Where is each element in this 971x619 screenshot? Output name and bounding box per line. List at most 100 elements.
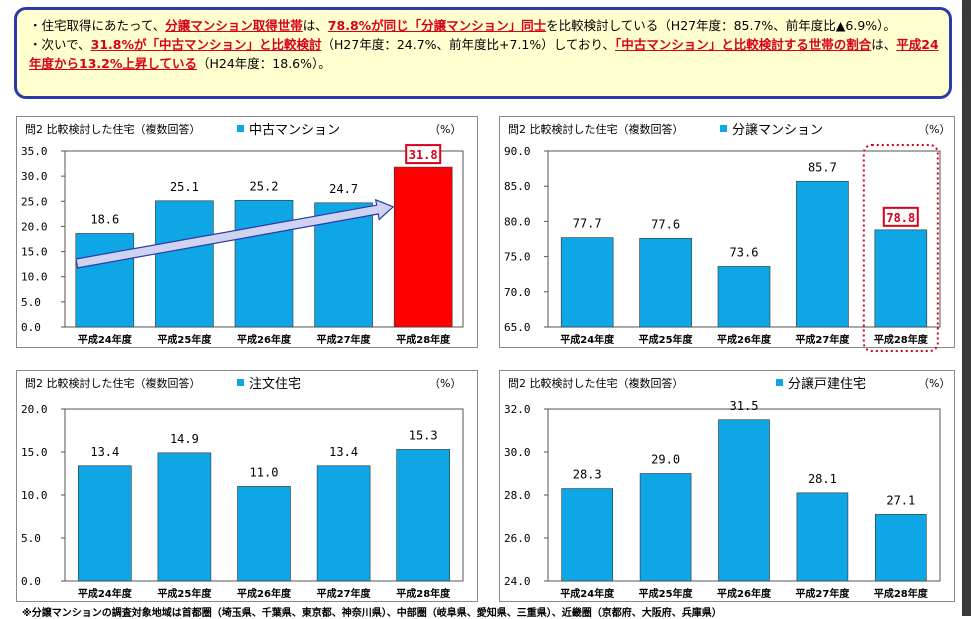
chart-panel-bunjo-kodate: 問2 比較検討した住宅（複数回答） 分譲戸建住宅 （%） 24.0 26.0 28.0 30… [499, 370, 955, 602]
bar [77, 465, 132, 582]
x-tick-label: 平成27年度 [317, 333, 372, 346]
window-edge [962, 0, 971, 616]
data-label: 31.5 [730, 399, 759, 413]
data-label: 31.8 [409, 148, 438, 162]
chart-title: 問2 比較検討した住宅（複数回答） [25, 122, 201, 136]
chart-panel-bunjo-mansion: 問2 比較検討した住宅（複数回答） 分譲マンション （%） 65.0 70.0 75.0 8… [499, 116, 955, 352]
data-label: 73.6 [730, 245, 759, 259]
data-label: 13.4 [90, 445, 119, 459]
x-tick-label: 平成24年度 [560, 333, 615, 346]
legend-label: 注文住宅 [249, 377, 301, 392]
y-tick-label: 5.0 [21, 296, 41, 309]
data-label: 11.0 [250, 465, 279, 479]
chart-title: 問2 比較検討した住宅（複数回答） [508, 122, 684, 136]
bar [316, 465, 371, 582]
y-tick-label: 5.0 [21, 532, 41, 545]
data-label: 25.2 [250, 179, 279, 193]
y-tick-label: 75.0 [504, 251, 531, 264]
summary-highlight: 「中古マンション」と比較検討する世帯の割合 [615, 37, 872, 52]
bar [393, 166, 453, 328]
bar-chart-chumon-jutaku: 問2 比較検討した住宅（複数回答） 注文住宅 （%） 0.0 5.0 10.0 15.0 20… [21, 376, 464, 600]
data-label: 24.7 [329, 182, 358, 196]
y-tick-label: 15.0 [21, 246, 48, 259]
y-tick-label: 80.0 [504, 215, 531, 228]
data-label: 13.4 [329, 445, 358, 459]
bar [560, 237, 614, 328]
data-label: 77.7 [573, 217, 602, 231]
x-tick-label: 平成26年度 [717, 587, 772, 600]
data-label: 28.3 [573, 468, 602, 482]
footnote: ※分譲マンションの調査対象地域は首都圏（埼玉県、千葉県、東京都、神奈川県）、中部… [22, 608, 722, 619]
chart-panel-chuko-mansion: 問2 比較検討した住宅（複数回答） 中古マンション （%） 0.0 5.0 10.0 15.… [16, 116, 478, 348]
x-tick-label: 平成24年度 [78, 333, 133, 346]
y-tick-label: 0.0 [21, 321, 41, 334]
summary-line-1: ・住宅取得にあたって、分譲マンション取得世帯は、78.8%が同じ「分譲マンション… [29, 16, 939, 35]
y-tick-label: 0.0 [21, 575, 41, 588]
legend-swatch [237, 379, 244, 386]
x-tick-label: 平成26年度 [717, 333, 772, 346]
y-tick-label: 26.0 [504, 532, 531, 545]
data-label: 15.3 [409, 428, 438, 442]
bar [75, 233, 135, 328]
x-tick-label: 平成26年度 [237, 333, 292, 346]
bar [234, 199, 294, 328]
bar [155, 200, 214, 328]
bar [639, 473, 692, 582]
bar [157, 452, 212, 582]
y-tick-label: 25.0 [21, 195, 48, 208]
y-tick-label: 20.0 [21, 403, 48, 416]
x-tick-label: 平成24年度 [560, 587, 615, 600]
legend-swatch [720, 125, 727, 132]
bar [874, 229, 928, 328]
summary-line-2: ・次いで、31.8%が「中古マンション」と比較検討（H27年度：24.7%、前年… [29, 35, 939, 73]
summary-highlight: 78.8%が同じ「分譲マンション」同士 [327, 18, 547, 33]
x-tick-label: 平成28年度 [396, 587, 451, 600]
summary-text: は、 [302, 18, 328, 33]
data-label: 78.8 [886, 211, 915, 225]
y-tick-label: 30.0 [504, 446, 531, 459]
bar [396, 449, 451, 582]
x-tick-label: 平成28年度 [874, 333, 929, 346]
unit-label: （%） [918, 377, 950, 390]
x-tick-label: 平成28年度 [396, 333, 451, 346]
y-tick-label: 10.0 [21, 489, 48, 502]
y-tick-label: 65.0 [504, 321, 531, 334]
y-tick-label: 85.0 [504, 180, 531, 193]
bar [561, 488, 614, 582]
bar [874, 514, 927, 582]
y-tick-label: 28.0 [504, 489, 531, 502]
bar [796, 180, 849, 328]
data-label: 29.0 [651, 453, 680, 467]
x-tick-label: 平成25年度 [157, 587, 212, 600]
y-tick-label: 30.0 [21, 170, 48, 183]
x-tick-label: 平成27年度 [317, 587, 372, 600]
data-label: 27.1 [886, 493, 915, 507]
bar [796, 492, 849, 582]
y-tick-label: 15.0 [21, 446, 48, 459]
summary-text: （H24年度：18.6%）。 [197, 56, 331, 71]
bar [718, 419, 770, 582]
data-label: 25.1 [170, 180, 199, 194]
chart-panel-chumon-jutaku: 問2 比較検討した住宅（複数回答） 注文住宅 （%） 0.0 5.0 10.0 15.0 20… [16, 370, 478, 602]
bar [237, 486, 291, 582]
y-tick-label: 20.0 [21, 220, 48, 233]
data-label: 77.6 [651, 217, 680, 231]
summary-highlight: 平成24年度から13.2%上昇している [29, 37, 939, 71]
legend-swatch [237, 125, 244, 132]
summary-text: ・住宅取得にあたって、 [29, 18, 166, 33]
summary-text: を比較検討している（H27年度：85.7%、前年度比▲6.9%）。 [546, 18, 896, 33]
highlight-dotted-box [862, 144, 939, 352]
x-tick-label: 平成28年度 [874, 587, 929, 600]
x-tick-label: 平成25年度 [639, 587, 694, 600]
legend-label: 中古マンション [249, 123, 340, 138]
summary-box: ・住宅取得にあたって、分譲マンション取得世帯は、78.8%が同じ「分譲マンション… [14, 7, 952, 99]
y-tick-label: 70.0 [504, 286, 531, 299]
summary-text: （H27年度：24.7%、前年度比+7.1%）しており、 [321, 37, 616, 52]
x-tick-label: 平成26年度 [237, 587, 292, 600]
legend-label: 分譲戸建住宅 [788, 376, 866, 392]
data-label: 28.1 [808, 472, 837, 486]
legend-swatch [776, 379, 783, 386]
data-label-box [405, 144, 442, 165]
chart-title: 問2 比較検討した住宅（複数回答） [25, 376, 201, 390]
y-tick-label: 90.0 [504, 145, 531, 158]
